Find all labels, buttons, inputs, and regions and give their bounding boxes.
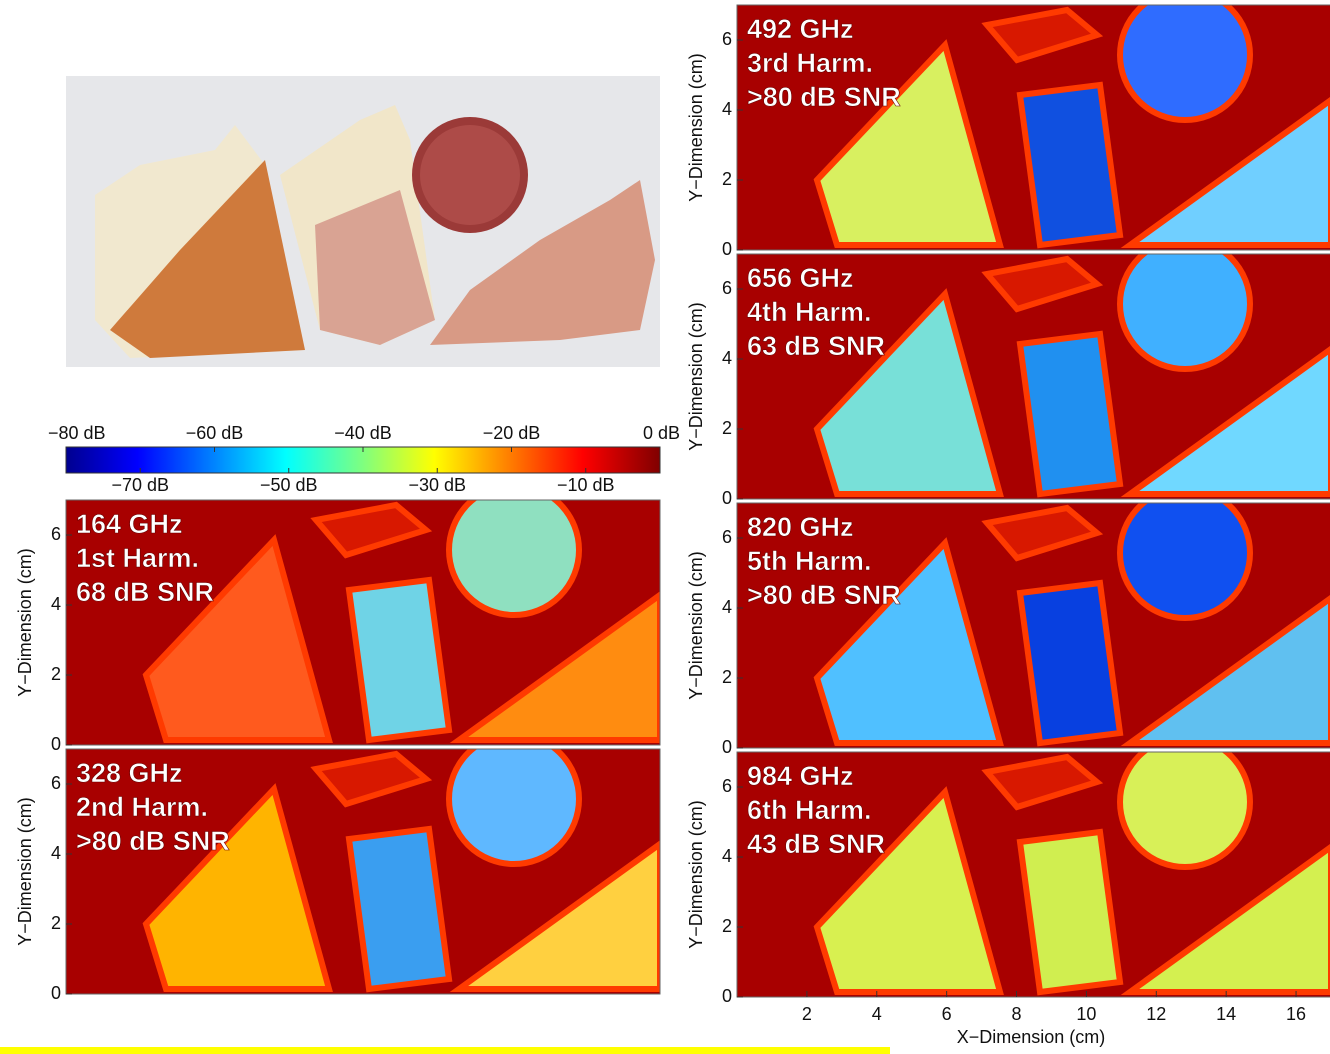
y-axis-label: Y−Dimension (cm) [15,548,35,697]
y-tick-label: 4 [722,597,732,617]
sample-salami [1120,488,1250,618]
y-axis-label: Y−Dimension (cm) [686,800,706,949]
sample-salami [1120,737,1250,867]
panel-label: 492 GHz [747,14,854,44]
y-tick-label: 2 [722,418,732,438]
panel-label: 68 dB SNR [76,577,214,607]
y-tick-label: 4 [51,594,61,614]
panel-label: 6th Harm. [747,795,872,825]
colorbar-tick-label: −20 dB [483,423,541,443]
panel-label: 5th Harm. [747,546,872,576]
sample-salami [1120,239,1250,369]
x-tick-label: 12 [1146,1004,1166,1024]
panel-label: >80 dB SNR [747,82,901,112]
x-tick-label: 4 [872,1004,882,1024]
panel-label: 820 GHz [747,512,854,542]
x-tick-label: 16 [1286,1004,1306,1024]
panel-label: 63 dB SNR [747,331,885,361]
y-tick-label: 0 [51,734,61,754]
sample-prosciutto [349,829,449,989]
sample-prosciutto [349,580,449,740]
panel-label: 43 dB SNR [747,829,885,859]
x-tick-label: 2 [802,1004,812,1024]
colorbar-tick-label: −60 dB [186,423,244,443]
y-tick-label: 0 [722,488,732,508]
y-tick-label: 0 [51,983,61,1003]
y-tick-label: 6 [722,776,732,796]
highlight-bar [0,1047,890,1054]
y-tick-label: 6 [51,524,61,544]
colorbar-tick-label: −70 dB [111,475,169,495]
colorbar-tick-label: −80 dB [48,423,106,443]
y-tick-label: 2 [722,916,732,936]
y-tick-label: 4 [722,348,732,368]
y-tick-label: 0 [722,239,732,259]
panel-label: 656 GHz [747,263,854,293]
sample-salami [449,734,579,864]
panel-label: 328 GHz [76,758,183,788]
y-tick-label: 6 [722,29,732,49]
sample-prosciutto [1020,832,1120,992]
panel-label: 984 GHz [747,761,854,791]
colorbar-tick-label: −50 dB [260,475,318,495]
y-axis-label: Y−Dimension (cm) [686,302,706,451]
y-tick-label: 2 [722,169,732,189]
panel-label: 2nd Harm. [76,792,208,822]
colorbar-tick-label: −40 dB [334,423,392,443]
x-tick-label: 8 [1012,1004,1022,1024]
x-tick-label: 14 [1216,1004,1236,1024]
y-tick-label: 0 [722,737,732,757]
sample-salami [449,485,579,615]
panel-label: 1st Harm. [76,543,199,573]
panel-label: 164 GHz [76,509,183,539]
photo [66,76,660,367]
y-axis-label: Y−Dimension (cm) [15,797,35,946]
panel-label: 3rd Harm. [747,48,873,78]
y-axis-label: Y−Dimension (cm) [686,551,706,700]
page: −80 dB −60 dB −40 dB −20 dB 0 dB −70 dB −50 dB… [0,0,1330,1054]
sample-prosciutto [1020,334,1120,494]
y-tick-label: 6 [722,527,732,547]
sample-prosciutto [1020,583,1120,743]
y-tick-label: 2 [722,667,732,687]
y-tick-label: 0 [722,986,732,1006]
y-tick-label: 2 [51,913,61,933]
x-tick-label: 6 [942,1004,952,1024]
x-axis-label: X−Dimension (cm) [957,1027,1106,1047]
panel-label: 4th Harm. [747,297,872,327]
y-tick-label: 2 [51,664,61,684]
figure: −80 dB −60 dB −40 dB −20 dB 0 dB −70 dB −50 dB… [0,0,1330,1054]
y-tick-label: 6 [722,278,732,298]
x-tick-label: 10 [1076,1004,1096,1024]
panel-label: >80 dB SNR [76,826,230,856]
colorbar-tick-label: −30 dB [408,475,466,495]
y-tick-label: 4 [51,843,61,863]
colorbar-tick-label: −10 dB [557,475,615,495]
colorbar-tick-label: 0 dB [643,423,680,443]
sample-prosciutto [1020,85,1120,245]
y-tick-label: 4 [722,99,732,119]
y-tick-label: 4 [722,846,732,866]
panel-label: >80 dB SNR [747,580,901,610]
y-tick-label: 6 [51,773,61,793]
y-axis-label: Y−Dimension (cm) [686,53,706,202]
sample-salami [1120,0,1250,120]
